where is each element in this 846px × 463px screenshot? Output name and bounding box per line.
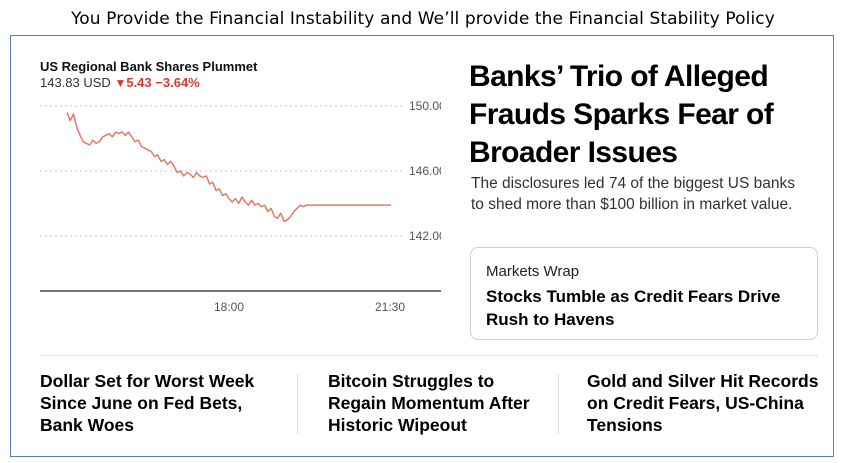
story-link-dollar[interactable]: Dollar Set for Worst Week Since June on … [40,371,255,435]
x-tick-label: 21:30 [375,300,405,314]
y-tick-label: 146.00 [409,164,441,178]
story-link-gold[interactable]: Gold and Silver Hit Records on Credit Fe… [587,371,819,435]
story-link-bitcoin[interactable]: Bitcoin Struggles to Regain Momentum Aft… [328,371,530,435]
news-screenshot-frame: US Regional Bank Shares Plummet 143.83 U… [10,35,834,457]
story-separator [297,374,298,434]
markets-wrap-card[interactable]: Markets Wrap Stocks Tumble as Credit Fea… [470,247,818,340]
y-tick-label: 142.00 [409,229,441,243]
main-dek: The disclosures led 74 of the biggest US… [471,175,795,213]
card-kicker: Markets Wrap [486,263,580,280]
x-tick-label: 18:00 [214,300,244,314]
down-triangle-icon: ▼ [114,76,127,90]
story-separator [558,374,559,434]
price-quote: 143.83 USD ▼5.43 −3.64% [40,75,200,90]
y-tick-label: 150.00 [409,99,441,113]
price-series-line [66,112,391,223]
price-change-pct: −3.64% [155,75,200,90]
price-value: 143.83 USD [40,75,111,90]
slide-caption: You Provide the Financial Instability an… [71,9,775,29]
price-change: 5.43 [126,75,152,90]
section-divider [40,355,818,356]
price-chart: 150.00 146.00 142.00 18:00 21:30 [40,99,441,314]
card-title[interactable]: Stocks Tumble as Credit Fears Drive Rush… [486,287,781,329]
main-headline[interactable]: Banks’ Trio of Alleged Frauds Sparks Fea… [469,60,774,169]
chart-title: US Regional Bank Shares Plummet [40,59,258,74]
